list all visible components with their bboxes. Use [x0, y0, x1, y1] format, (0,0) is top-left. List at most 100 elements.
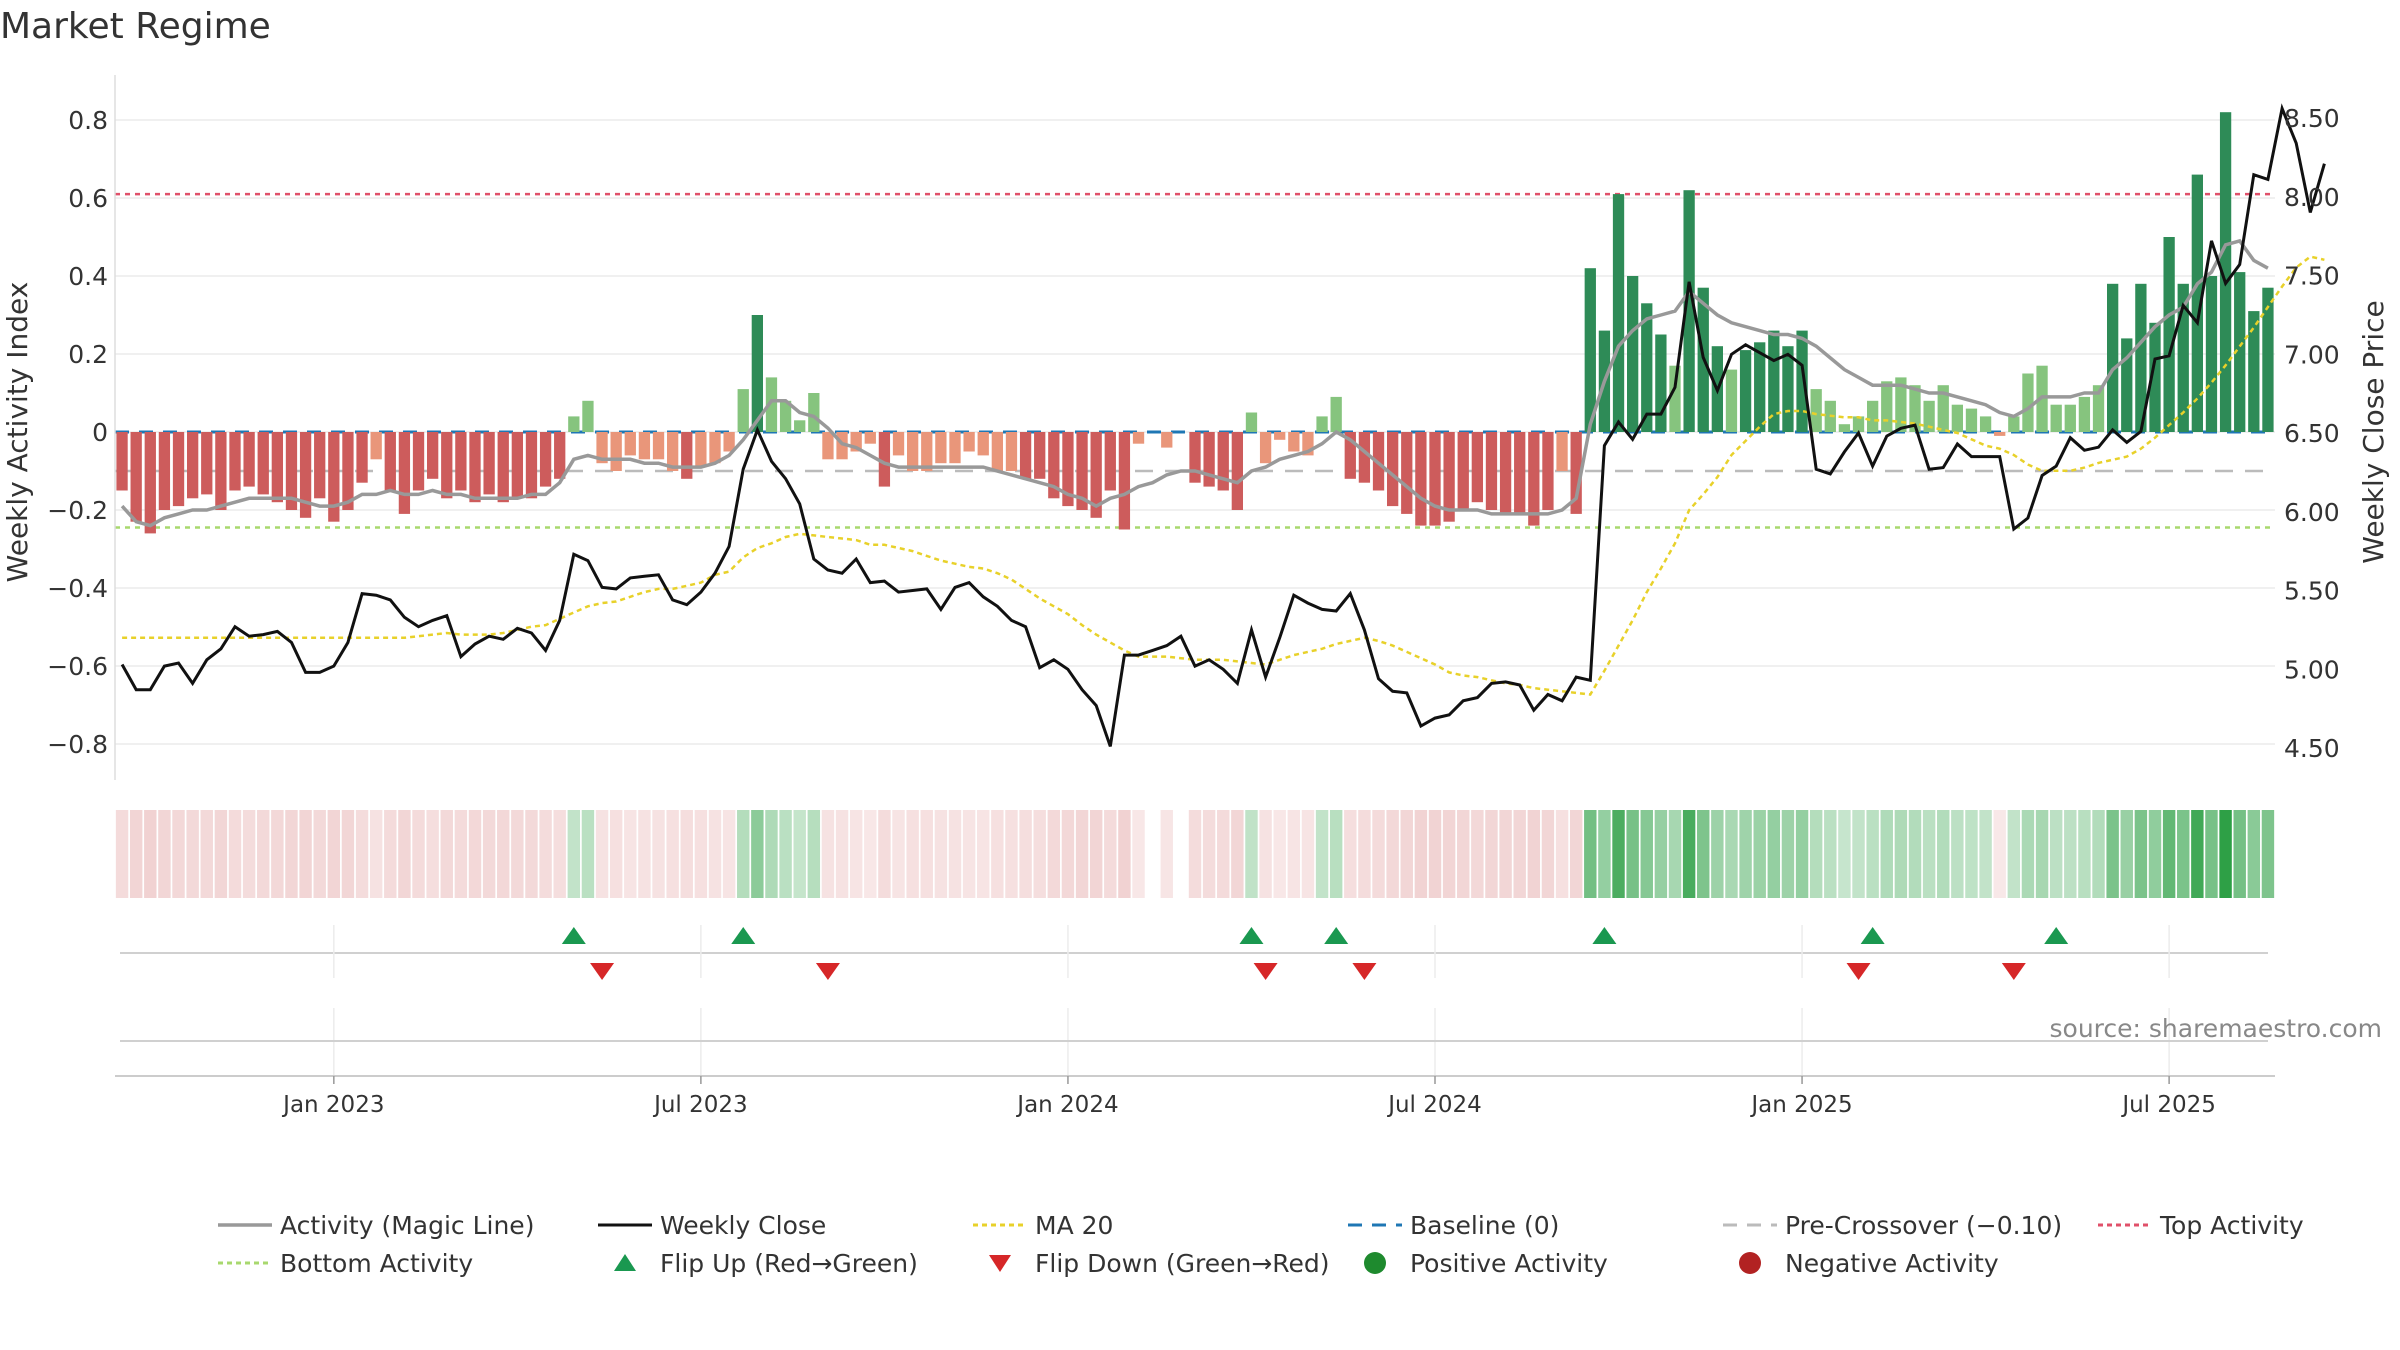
activity-bar: [822, 432, 834, 460]
regime-cell: [595, 810, 609, 898]
regime-cell: [2035, 810, 2049, 898]
activity-bar: [1641, 303, 1653, 432]
legend-item: Flip Up (Red→Green): [590, 1244, 918, 1282]
flip-up-marker: [1324, 927, 1349, 944]
y-left-tick-label: −0.2: [47, 496, 108, 525]
regime-cell: [1880, 810, 1893, 898]
activity-bar: [1499, 432, 1512, 514]
activity-bar: [2149, 322, 2161, 432]
activity-bar: [794, 420, 806, 432]
activity-bar: [201, 432, 213, 495]
activity-bar: [1231, 432, 1243, 510]
regime-cell: [793, 810, 806, 898]
activity-bar: [1245, 412, 1258, 432]
activity-bar: [1471, 432, 1483, 503]
regime-cell: [864, 810, 877, 898]
line-dashed-gray-icon: [1715, 1206, 1785, 1244]
legend-item: Bottom Activity: [210, 1244, 473, 1282]
regime-cell: [977, 810, 990, 898]
activity-bar: [1528, 432, 1540, 526]
regime-cell: [722, 810, 736, 898]
activity-bar: [2064, 404, 2076, 432]
y-right-tick-label: 5.50: [2284, 577, 2340, 606]
activity-bar: [935, 432, 947, 464]
legend-item: Pre-Crossover (−0.10): [1715, 1206, 2062, 1244]
legend-label: Negative Activity: [1785, 1248, 1999, 1278]
activity-bar: [271, 432, 283, 503]
activity-bar: [1429, 432, 1441, 526]
regime-cell: [2120, 810, 2133, 898]
activity-bar: [709, 432, 721, 464]
activity-bar: [1725, 369, 1738, 432]
y-left-tick-label: −0.8: [47, 730, 108, 759]
activity-bar: [1852, 416, 1865, 432]
activity-bar: [667, 432, 679, 471]
activity-bar: [779, 400, 792, 432]
ma20-line: [122, 255, 2325, 696]
regime-cell: [1753, 810, 1766, 898]
regime-cell: [1414, 810, 1428, 898]
activity-bar: [695, 432, 707, 468]
activity-bar: [441, 432, 453, 499]
activity-bar: [497, 432, 509, 503]
activity-bar: [116, 432, 128, 491]
regime-cell: [341, 810, 355, 898]
regime-cell: [327, 810, 341, 898]
regime-cell: [384, 810, 397, 898]
chart-title: Market Regime: [0, 6, 271, 47]
x-tick-label: Jul 2023: [652, 1092, 748, 1118]
regime-cell: [1259, 810, 1272, 898]
regime-cell: [849, 810, 863, 898]
activity-bar: [1655, 334, 1667, 432]
regime-cell: [1019, 810, 1032, 898]
regime-cell: [1697, 810, 1710, 898]
x-tick-label: Jan 2023: [281, 1092, 384, 1118]
activity-bar: [1288, 432, 1300, 452]
regime-cell: [878, 810, 891, 898]
legend-label: Positive Activity: [1410, 1248, 1608, 1278]
regime-cell: [242, 810, 256, 898]
legend-item: Positive Activity: [1340, 1244, 1608, 1282]
legend-item: Baseline (0): [1340, 1206, 1559, 1244]
y-left-tick-label: 0.4: [68, 262, 108, 291]
y-left-tick-label: −0.4: [47, 574, 108, 603]
activity-bar: [525, 432, 538, 499]
regime-cell: [1527, 810, 1541, 898]
regime-cell: [680, 810, 693, 898]
regime-cell: [398, 810, 411, 898]
activity-bar: [1627, 276, 1639, 432]
y-right-tick-label: 7.00: [2284, 340, 2340, 369]
activity-bar: [412, 432, 425, 491]
activity-bar: [864, 432, 876, 444]
regime-cell: [1781, 810, 1795, 898]
activity-bar: [1937, 385, 1949, 432]
regime-cell: [144, 810, 157, 898]
activity-bar: [1542, 432, 1554, 510]
activity-bar: [384, 432, 396, 491]
x-tick-label: Jul 2025: [2120, 1092, 2216, 1118]
regime-cell: [1033, 810, 1046, 898]
y-right-tick-label: 6.00: [2284, 498, 2340, 527]
legend-label: Top Activity: [2160, 1210, 2304, 1240]
regime-cell: [2148, 810, 2162, 898]
activity-bar: [215, 432, 227, 510]
line-solid-black-icon: [590, 1206, 660, 1244]
regime-cell: [1739, 810, 1752, 898]
activity-bar: [1867, 400, 1879, 432]
regime-cell: [2219, 810, 2232, 898]
legend-label: Activity (Magic Line): [280, 1210, 535, 1240]
regime-cell: [257, 810, 270, 898]
activity-bar: [977, 432, 989, 456]
activity-bar: [511, 432, 523, 499]
regime-cell: [299, 810, 312, 898]
activity-magic-line: [120, 238, 2269, 528]
activity-bar: [1584, 268, 1596, 432]
regime-cell: [1668, 810, 1682, 898]
regime-cell: [1824, 810, 1837, 898]
activity-bar: [1062, 432, 1074, 507]
legend-item: MA 20: [965, 1206, 1113, 1244]
activity-bar: [1076, 432, 1088, 510]
flip-down-marker: [1253, 963, 1278, 980]
regime-cell: [412, 810, 425, 898]
